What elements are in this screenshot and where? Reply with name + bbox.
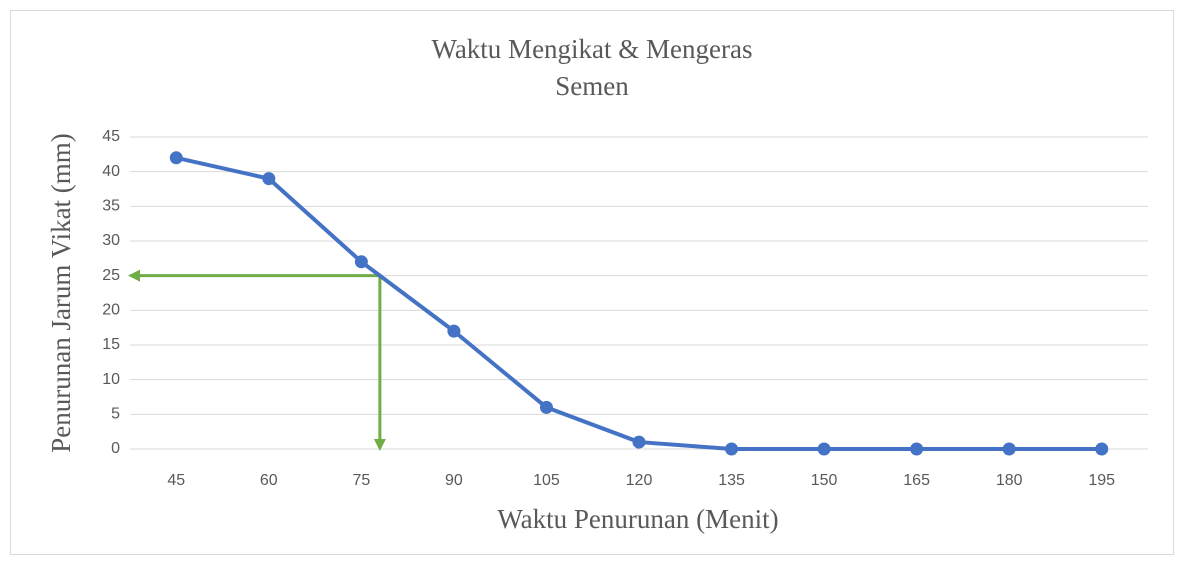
data-point (910, 442, 924, 456)
y-tick-label: 35 (102, 198, 120, 215)
data-point (632, 435, 646, 449)
y-tick-label: 30 (102, 232, 120, 249)
x-tick-label: 105 (533, 472, 560, 489)
data-point (817, 442, 831, 456)
y-tick-label: 0 (111, 440, 120, 457)
x-tick-label: 90 (445, 472, 463, 489)
x-tick-label: 45 (167, 472, 185, 489)
data-point (169, 151, 183, 165)
x-tick-label: 165 (903, 472, 930, 489)
chart-border (10, 10, 1174, 555)
data-point (725, 442, 739, 456)
x-tick-label: 135 (718, 472, 745, 489)
y-tick-label: 20 (102, 302, 120, 319)
x-tick-label: 120 (626, 472, 653, 489)
x-tick-label: 180 (996, 472, 1023, 489)
y-tick-label: 5 (111, 406, 120, 423)
y-tick-label: 15 (102, 336, 120, 353)
x-axis-label: Waktu Penurunan (Menit) (497, 504, 778, 534)
x-tick-label: 150 (811, 472, 838, 489)
data-point (1002, 442, 1016, 456)
y-tick-label: 45 (102, 128, 120, 145)
x-tick-label: 195 (1088, 472, 1115, 489)
y-tick-label: 40 (102, 163, 120, 180)
data-point (539, 400, 553, 414)
data-point (1095, 442, 1109, 456)
y-tick-label: 25 (102, 267, 120, 284)
data-point (354, 255, 368, 269)
data-point (262, 172, 276, 186)
x-tick-label: 60 (260, 472, 278, 489)
x-tick-label: 75 (352, 472, 370, 489)
y-tick-label: 10 (102, 371, 120, 388)
chart-title: Semen (555, 71, 629, 101)
y-axis-label: Penurunan Jarum Vikat (mm) (46, 133, 76, 453)
chart-title: Waktu Mengikat & Mengeras (432, 34, 753, 64)
data-point (447, 324, 461, 338)
